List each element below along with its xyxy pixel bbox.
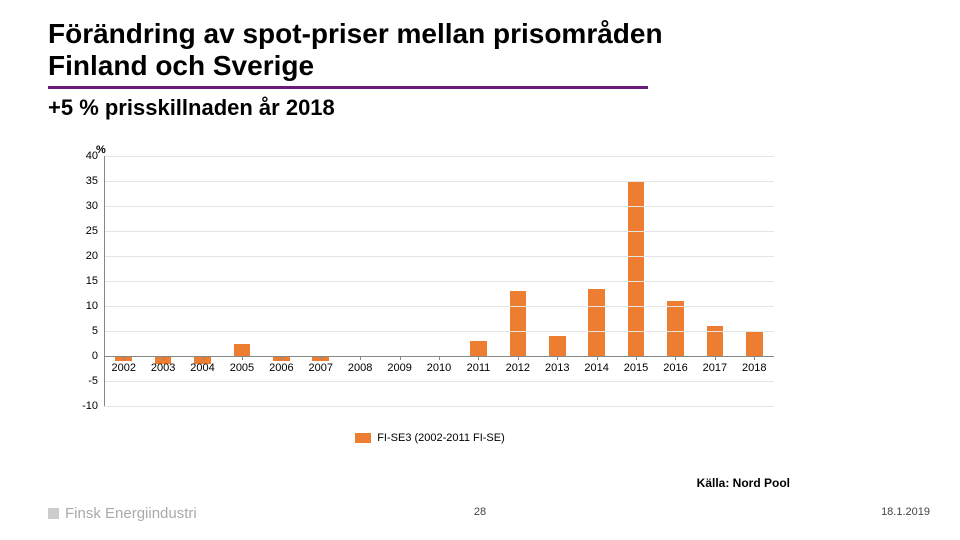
y-tick-label: 30 xyxy=(86,200,98,212)
gridline xyxy=(104,281,774,282)
y-axis-labels: -10-50510152025303540 xyxy=(70,156,100,406)
x-tick-label: 2004 xyxy=(190,362,214,374)
page-number: 28 xyxy=(474,506,486,518)
gridline xyxy=(104,156,774,157)
title-block: Förändring av spot-priser mellan prisomr… xyxy=(48,18,912,121)
bar xyxy=(510,291,527,356)
footer-date: 18.1.2019 xyxy=(881,506,930,518)
source-label: Källa: Nord Pool xyxy=(697,476,790,490)
subtitle: +5 % prisskillnaden år 2018 xyxy=(48,95,912,121)
gridline xyxy=(104,406,774,407)
slide-title: Förändring av spot-priser mellan prisomr… xyxy=(48,18,912,82)
gridline xyxy=(104,181,774,182)
title-underline xyxy=(48,86,648,89)
gridline xyxy=(104,381,774,382)
x-tick-label: 2008 xyxy=(348,362,372,374)
x-tick-label: 2012 xyxy=(506,362,530,374)
title-line-1: Förändring av spot-priser mellan prisomr… xyxy=(48,18,663,49)
x-axis-labels: 2002 2003 2004 2005 2006 2007 2008 2009 2010 2011… xyxy=(104,362,774,376)
brand-name: Finsk Energiindustri xyxy=(48,505,197,522)
x-tick-label: 2011 xyxy=(467,362,491,374)
x-tick-label: 2009 xyxy=(387,362,411,374)
bar xyxy=(234,344,251,357)
x-tick-label: 2007 xyxy=(309,362,333,374)
x-tick-label: 2017 xyxy=(703,362,727,374)
title-line-2: Finland och Sverige xyxy=(48,50,314,81)
y-tick-label: 0 xyxy=(92,350,98,362)
bar-chart: % -10-50510152025303540 2002200320042005… xyxy=(70,150,790,450)
y-tick-label: 10 xyxy=(86,300,98,312)
gridline xyxy=(104,256,774,257)
y-tick-label: -10 xyxy=(82,400,98,412)
y-tick-label: 40 xyxy=(86,150,98,162)
gridline xyxy=(104,331,774,332)
legend-swatch xyxy=(355,433,371,443)
legend-text: FI-SE3 (2002-2011 FI-SE) xyxy=(377,432,505,444)
chart-legend: FI-SE3 (2002-2011 FI-SE) xyxy=(70,432,790,444)
bar xyxy=(549,336,566,356)
gridline xyxy=(104,231,774,232)
x-tick-label: 2013 xyxy=(545,362,569,374)
y-tick-label: 35 xyxy=(86,175,98,187)
x-tick-label: 2003 xyxy=(151,362,175,374)
x-tick-label: 2006 xyxy=(269,362,293,374)
brand-text: Finsk Energiindustri xyxy=(65,505,197,522)
x-tick-label: 2016 xyxy=(663,362,687,374)
gridline xyxy=(104,206,774,207)
slide: Förändring av spot-priser mellan prisomr… xyxy=(0,0,960,540)
y-tick-label: -5 xyxy=(88,375,98,387)
x-tick-label: 2005 xyxy=(230,362,254,374)
y-tick-label: 25 xyxy=(86,225,98,237)
brand-icon xyxy=(48,508,59,519)
x-tick-label: 2018 xyxy=(742,362,766,374)
x-tick-label: 2015 xyxy=(624,362,648,374)
x-tick-label: 2014 xyxy=(584,362,608,374)
gridline xyxy=(104,306,774,307)
bar xyxy=(470,341,487,356)
bar xyxy=(588,289,605,357)
bar xyxy=(746,331,763,356)
bar xyxy=(667,301,684,356)
y-tick-label: 5 xyxy=(92,325,98,337)
zero-line xyxy=(104,356,774,357)
y-tick-label: 15 xyxy=(86,275,98,287)
y-tick-label: 20 xyxy=(86,250,98,262)
x-tick-label: 2010 xyxy=(427,362,451,374)
bar xyxy=(628,181,645,356)
x-tick-label: 2002 xyxy=(111,362,135,374)
